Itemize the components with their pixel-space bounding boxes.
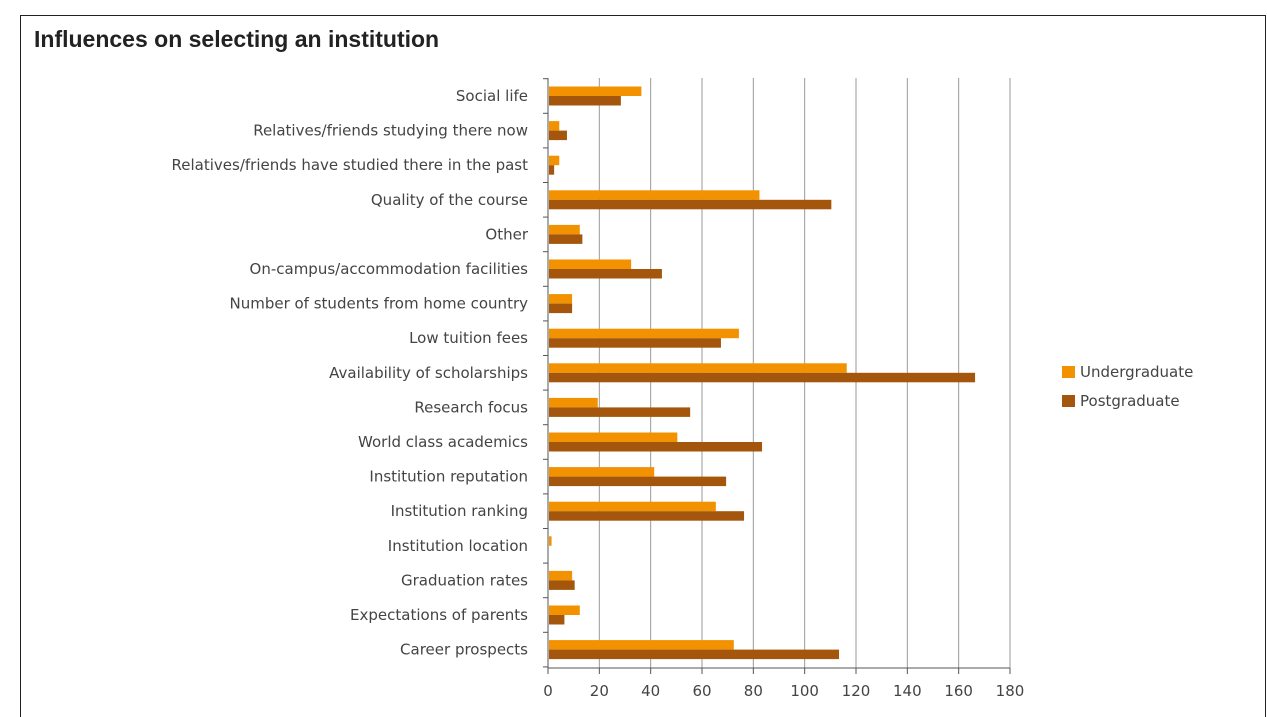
chart-title: Influences on selecting an institution — [34, 26, 440, 52]
bar-undergraduate — [549, 294, 573, 304]
bar-postgraduate — [549, 649, 840, 660]
bar-undergraduate — [549, 467, 655, 477]
bar-undergraduate — [549, 640, 734, 650]
category-label: Institution reputation — [369, 468, 528, 486]
x-tick-label: 140 — [893, 682, 922, 700]
legend-label: Postgraduate — [1080, 392, 1180, 410]
x-tick-label: 100 — [790, 682, 819, 700]
x-tick-label: 160 — [944, 682, 973, 700]
bar-undergraduate — [549, 605, 580, 615]
x-tick-label: 20 — [590, 682, 609, 700]
category-label: Availability of scholarships — [329, 364, 528, 382]
category-label: Quality of the course — [371, 191, 528, 209]
category-label: Expectations of parents — [350, 606, 528, 624]
bar-postgraduate — [549, 476, 727, 487]
category-label: Graduation rates — [401, 571, 528, 589]
x-tick-label: 0 — [543, 682, 553, 700]
category-label: Institution location — [388, 537, 528, 555]
bar-postgraduate — [549, 269, 662, 279]
bar-undergraduate — [549, 328, 739, 339]
bar-undergraduate — [549, 536, 552, 546]
bar-undergraduate — [549, 224, 580, 235]
bar-undergraduate — [549, 570, 573, 581]
bar-postgraduate — [549, 615, 565, 625]
category-label: Number of students from home country — [229, 295, 528, 313]
bar-postgraduate — [549, 303, 573, 314]
x-tick-label: 180 — [996, 682, 1025, 700]
bar-undergraduate — [549, 363, 847, 373]
x-tick-label: 40 — [641, 682, 660, 700]
bar-undergraduate — [549, 397, 598, 408]
bar-undergraduate — [549, 432, 678, 442]
bar-postgraduate — [549, 199, 832, 210]
bar-postgraduate — [549, 442, 763, 452]
bar-postgraduate — [549, 234, 583, 244]
bar-postgraduate — [549, 511, 745, 521]
bar-undergraduate — [549, 501, 716, 512]
bar-postgraduate — [549, 580, 575, 590]
bar-postgraduate — [549, 165, 555, 175]
legend-label: Undergraduate — [1080, 363, 1193, 381]
bar-undergraduate — [549, 259, 632, 269]
category-label: Research focus — [414, 398, 528, 416]
legend-swatch — [1062, 395, 1075, 407]
bar-undergraduate — [549, 190, 760, 200]
category-label: Low tuition fees — [409, 329, 528, 347]
bar-postgraduate — [549, 96, 621, 106]
bar-postgraduate — [549, 338, 721, 348]
x-tick-labels: 0 20 40 60 80 100 120 140 160 180 — [543, 682, 1024, 700]
category-label: Social life — [456, 87, 528, 105]
bar-postgraduate — [549, 407, 691, 417]
category-label: Other — [485, 225, 528, 243]
category-label: On-campus/accommodation facilities — [250, 260, 529, 278]
category-labels: Social life Relatives/friends studying th… — [172, 87, 529, 659]
category-label: Career prospects — [400, 641, 528, 659]
bars — [549, 86, 976, 660]
bar-undergraduate — [549, 155, 560, 166]
x-tick-label: 60 — [692, 682, 711, 700]
category-label: World class academics — [358, 433, 528, 451]
legend: Undergraduate Postgraduate — [1062, 363, 1193, 410]
bar-postgraduate — [549, 372, 976, 383]
legend-swatch — [1062, 366, 1075, 378]
bar-postgraduate — [549, 130, 567, 141]
bar-undergraduate — [549, 86, 642, 96]
axes — [543, 78, 1011, 674]
x-tick-label: 80 — [744, 682, 763, 700]
x-tick-label: 120 — [842, 682, 871, 700]
category-label: Institution ranking — [391, 502, 528, 520]
bar-undergraduate — [549, 121, 560, 131]
category-label: Relatives/friends studying there now — [253, 122, 528, 140]
category-label: Relatives/friends have studied there in … — [172, 156, 529, 174]
